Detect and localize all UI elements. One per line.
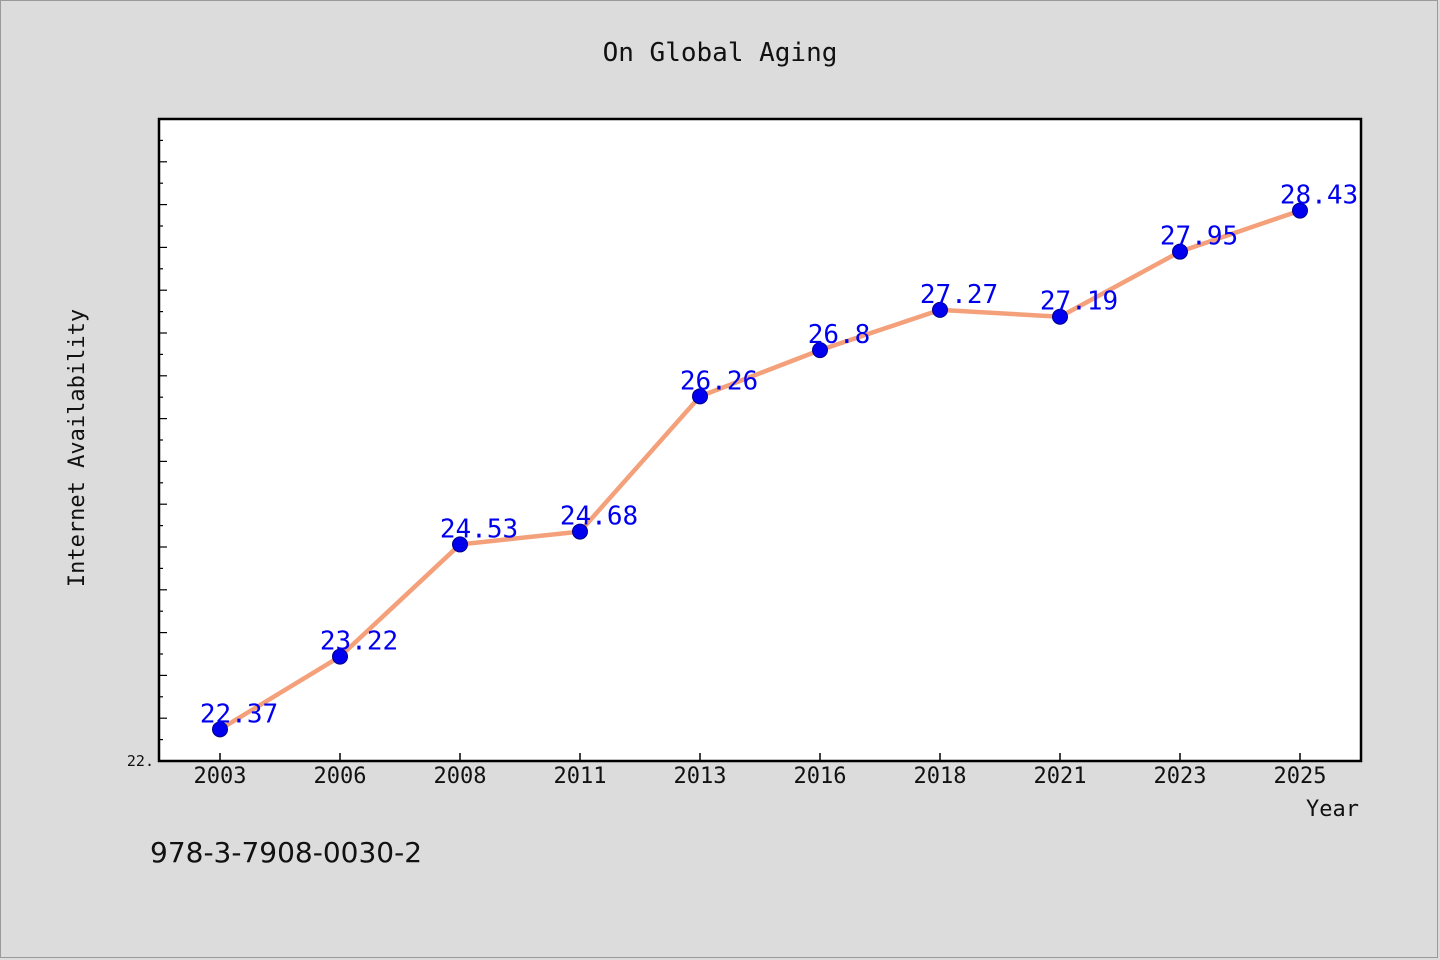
data-label: 22.37: [200, 699, 278, 729]
data-label: 27.27: [920, 280, 998, 310]
x-tick-label: 2016: [794, 764, 847, 789]
data-label: 24.53: [440, 514, 518, 544]
plot-area: [157, 117, 1363, 763]
chart-title: On Global Aging: [603, 38, 838, 68]
data-labels: 22.37 23.22 24.53 24.68 26.26 26.8 27.27 27.19 2…: [200, 181, 1358, 730]
x-tick-label: 2025: [1274, 764, 1327, 789]
x-tick-label: 2021: [1034, 764, 1087, 789]
y-axis-title: Internet Availability: [65, 309, 90, 587]
data-point: [692, 388, 708, 405]
data-point: [1052, 308, 1068, 325]
x-tick-label: 2006: [314, 764, 367, 789]
data-points: [212, 202, 1308, 738]
series-line: [218, 208, 1301, 732]
x-tick-label: 2018: [914, 764, 967, 789]
footer-isbn: 978-3-7908-0030-2: [150, 836, 423, 869]
data-point: [212, 721, 228, 738]
data-point: [812, 342, 828, 359]
x-tick-label: 2003: [194, 764, 247, 789]
data-point: [332, 648, 348, 665]
data-label: 27.19: [1040, 287, 1118, 317]
y-axis-ticks: [159, 118, 167, 762]
data-point: [1172, 243, 1188, 260]
data-label: 26.26: [680, 366, 758, 396]
x-tick-label: 2023: [1154, 764, 1207, 789]
y-tick-label: 22.: [127, 752, 154, 770]
x-tick-label: 2008: [434, 764, 487, 789]
data-label: 24.68: [560, 502, 638, 532]
x-tick-label: 2013: [674, 764, 727, 789]
data-label: 28.43: [1280, 181, 1358, 211]
data-label: 26.8: [808, 320, 871, 350]
data-point: [452, 536, 468, 553]
data-label: 27.95: [1160, 222, 1238, 252]
data-label: 23.22: [320, 627, 398, 657]
x-axis-ticks: 2003 2006 2008 2011 2013 2016 2018 2021 2023 2025: [194, 753, 1327, 789]
x-axis-title: Year: [1306, 797, 1359, 822]
x-tick-label: 2011: [554, 764, 607, 789]
data-point: [1292, 202, 1308, 219]
data-point: [572, 523, 588, 540]
data-point: [932, 301, 948, 318]
